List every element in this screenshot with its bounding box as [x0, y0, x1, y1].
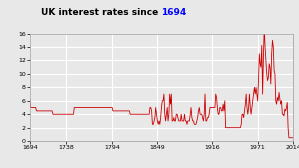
Text: 1694: 1694 — [161, 8, 187, 17]
Text: UK interest rates since: UK interest rates since — [41, 8, 161, 17]
